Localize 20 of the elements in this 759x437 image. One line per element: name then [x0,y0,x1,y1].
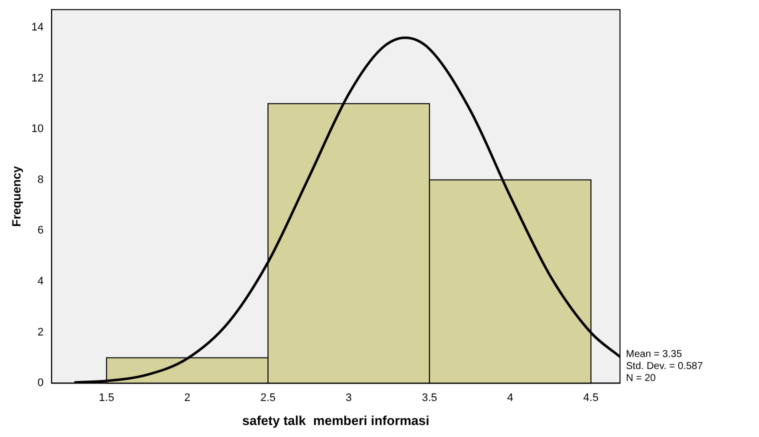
text: N = 20 [626,373,656,384]
y-tick-label: 8 [38,174,44,186]
x-tick-label: 4 [507,392,514,404]
y-tick-label: 14 [31,21,44,34]
x-tick-label: 1.5 [98,392,114,404]
y-axis-title: Frequency [10,166,24,227]
x-tick-label: 3 [346,392,352,404]
x-tick-label: 2.5 [260,392,276,404]
text: Std. Dev. = 0.587 [626,361,704,372]
y-tick-label: 2 [38,326,44,338]
x-tick-label: 4.5 [583,392,599,404]
y-tick-label: 4 [38,276,44,288]
y-tick-label: 0 [38,377,44,390]
x-axis-title: safety talk memberi informasi [242,412,430,428]
x-tick-label: 3.5 [422,392,438,404]
x-tick-label: 2 [184,392,190,404]
y-tick-label: 10 [31,123,44,136]
text: Mean = 3.35 [626,349,682,360]
y-tick-label: 12 [31,72,44,84]
y-tick-label: 6 [38,224,44,237]
